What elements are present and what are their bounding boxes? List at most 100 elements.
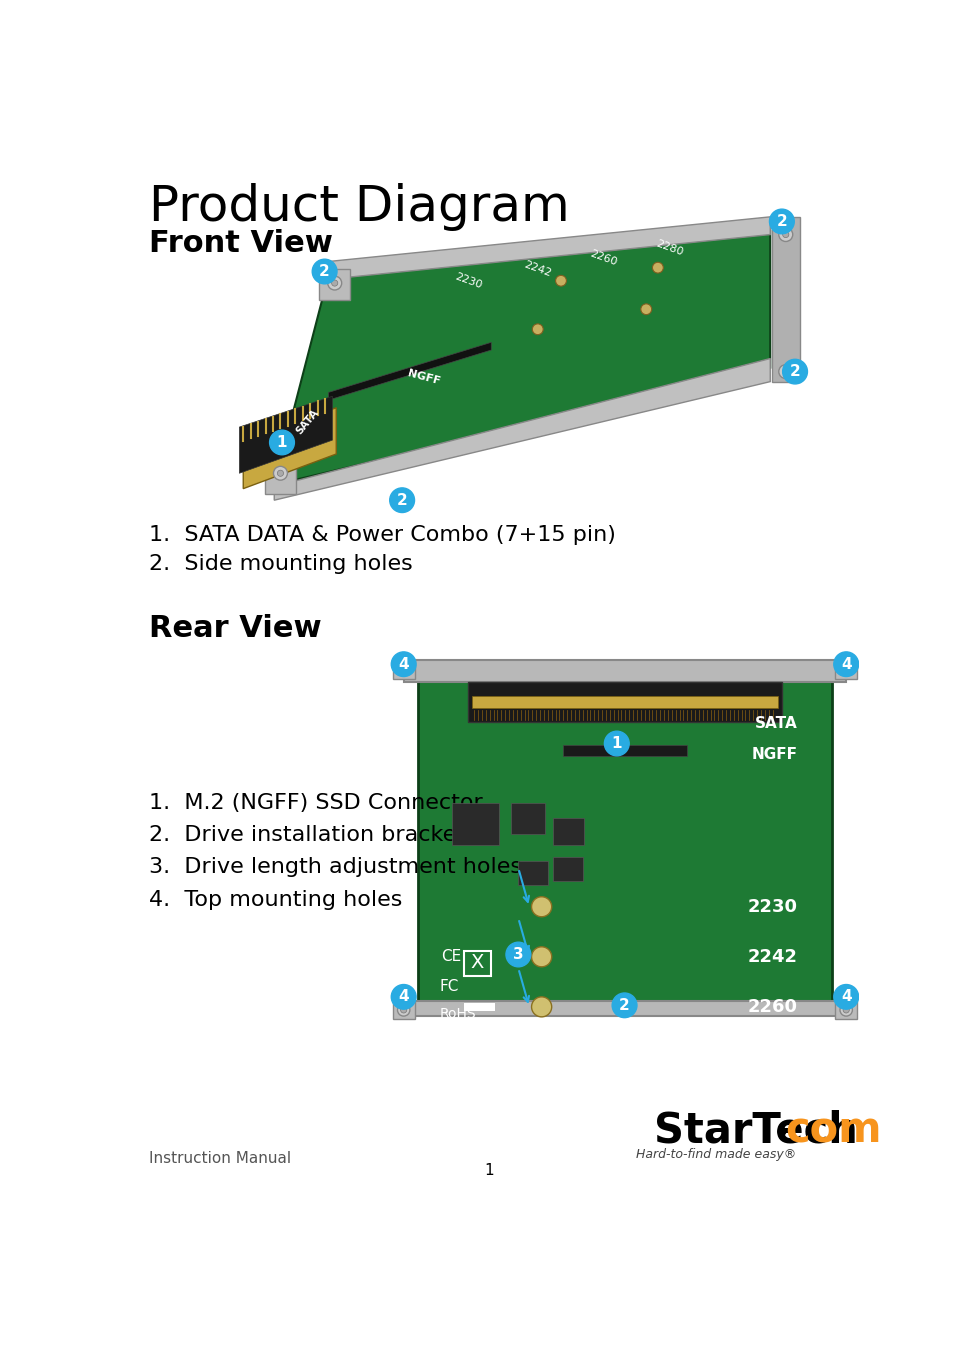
Circle shape [400, 1007, 406, 1013]
Polygon shape [771, 217, 799, 382]
Text: 2: 2 [396, 492, 407, 507]
Text: SATA: SATA [294, 408, 320, 437]
Text: 2.  Side mounting holes: 2. Side mounting holes [149, 554, 412, 574]
Circle shape [652, 262, 662, 273]
Text: Front View: Front View [149, 229, 333, 258]
Circle shape [778, 227, 792, 242]
Polygon shape [328, 343, 491, 399]
Bar [468, 682, 781, 722]
Text: com: com [785, 1110, 882, 1151]
Polygon shape [328, 217, 769, 280]
Text: 2: 2 [789, 364, 800, 379]
Text: 2230: 2230 [453, 272, 482, 291]
Circle shape [555, 276, 566, 286]
Text: 2.  Drive installation bracket: 2. Drive installation bracket [149, 824, 464, 845]
Text: RoHS: RoHS [439, 1007, 476, 1021]
Text: F119-00B: F119-00B [439, 1030, 492, 1040]
Bar [464, 951, 491, 976]
Text: 4: 4 [840, 656, 851, 671]
Circle shape [391, 985, 416, 1009]
Circle shape [328, 276, 341, 291]
Circle shape [778, 364, 792, 378]
Text: 1.  SATA DATA & Power Combo (7+15 pin): 1. SATA DATA & Power Combo (7+15 pin) [149, 525, 615, 545]
Text: 4.  Top mounting holes: 4. Top mounting holes [149, 890, 401, 909]
Bar [417, 660, 831, 1001]
Polygon shape [243, 408, 335, 488]
Circle shape [531, 947, 551, 967]
Bar [393, 1001, 415, 1020]
Bar [403, 1001, 845, 1015]
Circle shape [640, 304, 651, 315]
Polygon shape [274, 231, 769, 484]
Circle shape [781, 231, 788, 238]
Bar [835, 660, 856, 679]
Circle shape [833, 652, 858, 677]
Circle shape [397, 663, 410, 675]
Circle shape [612, 993, 637, 1018]
Circle shape [531, 897, 551, 917]
Text: CE: CE [440, 948, 460, 963]
Circle shape [604, 732, 629, 756]
Text: 4: 4 [398, 990, 409, 1005]
Text: 2280: 2280 [654, 238, 684, 257]
Circle shape [391, 652, 416, 677]
Text: StarTech: StarTech [654, 1110, 857, 1151]
Polygon shape [274, 359, 769, 500]
Text: 2280: 2280 [746, 1029, 797, 1046]
Text: X: X [470, 954, 483, 972]
Circle shape [270, 430, 294, 455]
Bar [517, 861, 547, 885]
Text: 2230: 2230 [746, 897, 797, 916]
Bar [562, 745, 686, 756]
Text: 2: 2 [776, 214, 786, 229]
Text: Product Diagram: Product Diagram [149, 183, 569, 231]
Circle shape [781, 369, 788, 375]
Text: 4: 4 [840, 990, 851, 1005]
Polygon shape [319, 269, 350, 300]
Circle shape [400, 667, 406, 672]
Text: 1: 1 [611, 736, 621, 751]
Bar [835, 1001, 856, 1020]
Text: 2: 2 [618, 998, 629, 1013]
Circle shape [397, 1003, 410, 1015]
Text: Hard-to-find made easy®: Hard-to-find made easy® [636, 1149, 796, 1161]
Text: 4: 4 [398, 656, 409, 671]
Text: 2242: 2242 [522, 260, 553, 278]
Text: FC: FC [439, 979, 458, 994]
Circle shape [277, 471, 283, 476]
Text: 2260: 2260 [588, 247, 618, 268]
Circle shape [778, 1127, 785, 1135]
Text: Rear View: Rear View [149, 615, 321, 643]
Circle shape [842, 667, 848, 672]
Circle shape [840, 663, 852, 675]
Circle shape [833, 985, 858, 1009]
Text: MADE IN TAIWAN: MADE IN TAIWAN [439, 1045, 522, 1054]
Circle shape [505, 943, 530, 967]
Text: Instruction Manual: Instruction Manual [149, 1151, 291, 1166]
Circle shape [781, 359, 806, 383]
Text: 3: 3 [513, 947, 523, 962]
Polygon shape [265, 461, 295, 494]
Text: 2: 2 [319, 264, 330, 278]
Text: 1.  M.2 (NGFF) SSD Connector: 1. M.2 (NGFF) SSD Connector [149, 792, 482, 812]
Bar [553, 818, 583, 845]
Text: 1: 1 [276, 434, 287, 451]
Bar [452, 803, 498, 845]
Circle shape [312, 260, 336, 284]
Circle shape [332, 280, 337, 286]
Bar [472, 695, 778, 707]
Circle shape [531, 997, 551, 1017]
Text: 2242: 2242 [746, 948, 797, 966]
Bar [510, 803, 545, 834]
Text: 3.  Drive length adjustment holes: 3. Drive length adjustment holes [149, 858, 521, 877]
Circle shape [390, 488, 415, 512]
Circle shape [274, 467, 287, 480]
Circle shape [532, 324, 542, 335]
Text: NGFF: NGFF [751, 746, 797, 761]
Polygon shape [239, 397, 332, 473]
Text: NGFF: NGFF [406, 369, 440, 387]
Bar [403, 660, 845, 682]
Bar [553, 857, 582, 881]
Text: 1: 1 [483, 1162, 494, 1178]
Circle shape [840, 1003, 852, 1015]
